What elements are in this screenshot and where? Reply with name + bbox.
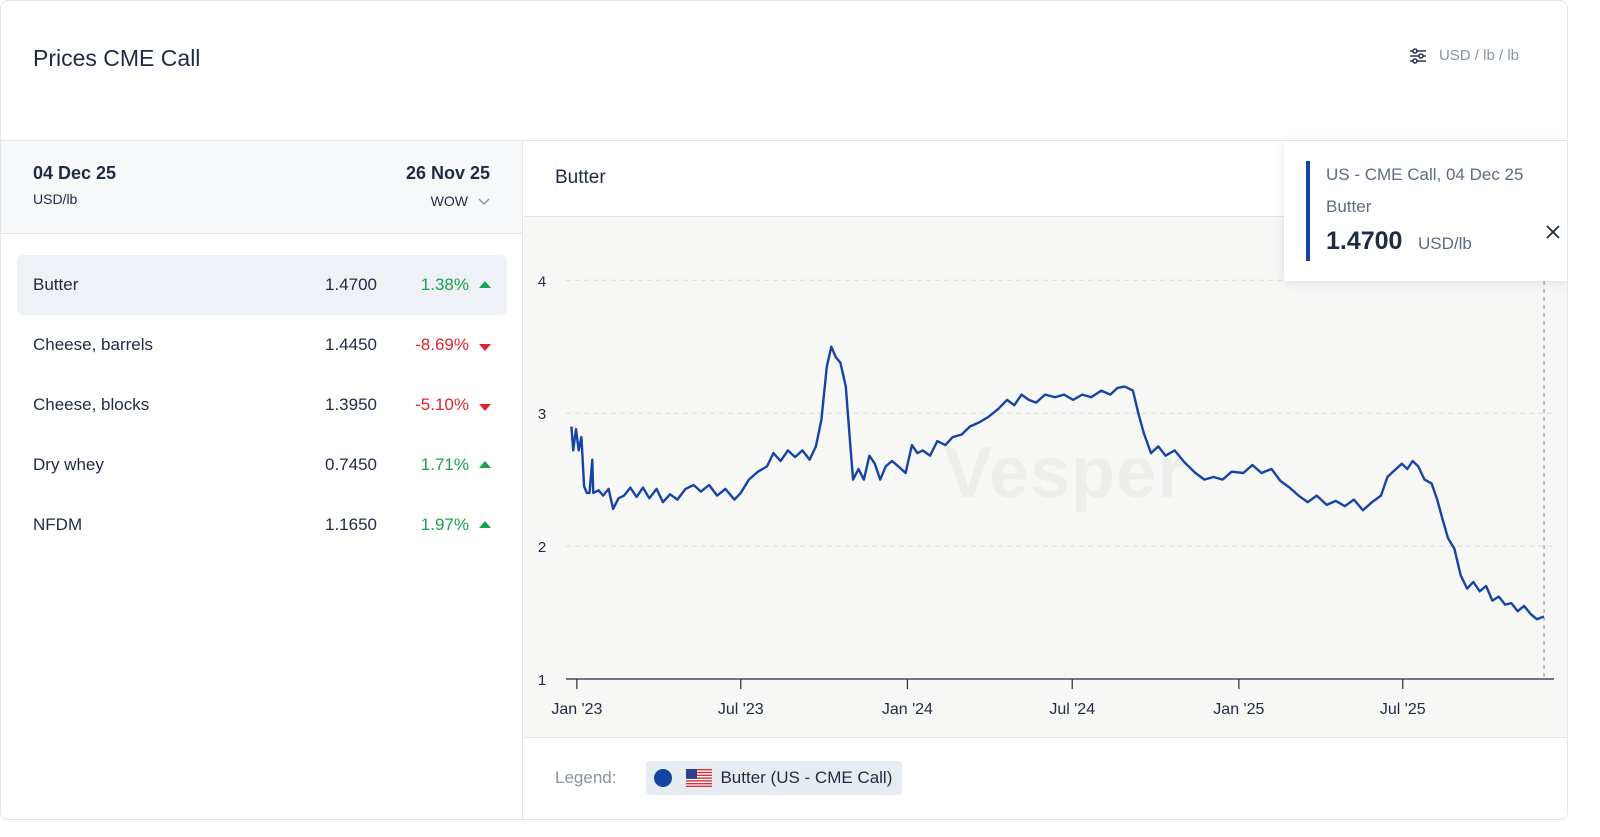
arrow-up-icon	[479, 281, 491, 288]
chevron-down-icon	[478, 193, 490, 209]
product-price: 1.1650	[325, 515, 377, 534]
chart-area[interactable]: Vesper 1 2 3 4 Jan '23 Jul '23 Jan '24 Jul '24 J…	[524, 216, 1568, 739]
y-tick-label: 4	[538, 273, 546, 290]
x-tick-label: Jan '25	[1213, 701, 1264, 718]
legend-item-label: Butter (US - CME Call)	[720, 768, 893, 787]
price-table-header: 04 Dec 25 USD/lb 26 Nov 25 WOW	[1, 141, 522, 234]
price-row-cheese-blocks[interactable]: Cheese, blocks 1.3950 -5.10%	[17, 375, 507, 435]
x-tick-label: Jan '24	[882, 701, 933, 718]
period-value: WOW	[430, 193, 468, 209]
product-price: 0.7450	[325, 455, 377, 474]
line-chart[interactable]: 1 2 3 4 Jan '23 Jul '23 Jan '24 Jul '24 Jan '25 J…	[524, 217, 1568, 739]
period-select[interactable]: WOW	[431, 193, 490, 209]
unit-settings-button[interactable]: USD / lb / lb	[1409, 47, 1519, 64]
product-price: 1.3950	[325, 395, 377, 414]
product-name: Butter	[33, 275, 79, 294]
tooltip-source: US - CME Call, 04 Dec 25	[1326, 165, 1524, 184]
chart-panel: Butter Vesper 1 2 3 4 Jan '23 Jul '23 Jan '24 J…	[524, 141, 1568, 819]
arrow-up-icon	[479, 521, 491, 528]
us-flag-icon	[686, 769, 713, 787]
price-row-cheese-barrels[interactable]: Cheese, barrels 1.4450 -8.69%	[17, 315, 507, 375]
product-price: 1.4700	[325, 275, 377, 294]
card-header: Prices CME Call USD / lb / lb	[1, 1, 1567, 141]
product-name: Dry whey	[33, 455, 104, 474]
tooltip-series: Butter	[1326, 197, 1372, 216]
product-change: 1.97%	[420, 515, 469, 534]
tooltip-unit: USD/lb	[1418, 234, 1472, 253]
arrow-up-icon	[479, 461, 491, 468]
price-row-butter[interactable]: Butter 1.4700 1.38%	[17, 255, 507, 315]
tooltip-series-bar	[1306, 161, 1310, 261]
price-row-nfdm[interactable]: NFDM 1.1650 1.97%	[17, 495, 507, 555]
x-tick-label: Jan '23	[551, 701, 602, 718]
y-tick-label: 2	[538, 539, 546, 556]
product-name: NFDM	[33, 515, 83, 534]
product-name: Cheese, barrels	[33, 335, 154, 354]
product-change: 1.71%	[420, 455, 469, 474]
current-date: 04 Dec 25	[33, 163, 117, 183]
table-unit: USD/lb	[33, 191, 78, 207]
sliders-icon	[1409, 47, 1427, 64]
prices-card: Prices CME Call USD / lb / lb	[0, 0, 1568, 820]
tooltip-value: 1.4700	[1326, 227, 1403, 255]
compare-date: 26 Nov 25	[405, 163, 490, 183]
y-tick-label: 1	[538, 672, 546, 689]
price-row-dry-whey[interactable]: Dry whey 0.7450 1.71%	[17, 435, 507, 495]
x-tick-label: Jul '24	[1049, 701, 1095, 718]
page-title: Prices CME Call	[33, 45, 201, 71]
arrow-down-icon	[479, 344, 491, 351]
product-name: Cheese, blocks	[33, 395, 150, 414]
product-price: 1.4450	[325, 335, 377, 354]
price-list: Butter 1.4700 1.38% Cheese, barrels 1.44…	[17, 255, 507, 555]
series-dot-icon	[654, 769, 673, 787]
legend-label: Legend:	[555, 768, 617, 787]
chart-tooltip: US - CME Call, 04 Dec 25 Butter 1.4700 U…	[1284, 141, 1567, 281]
product-change: -5.10%	[415, 395, 469, 414]
product-change: -8.69%	[415, 335, 469, 354]
x-tick-label: Jul '23	[718, 701, 764, 718]
series-line-butter	[570, 345, 1545, 621]
legend-item-butter[interactable]: Butter (US - CME Call)	[646, 761, 903, 795]
y-tick-label: 3	[538, 406, 546, 423]
unit-label: USD / lb / lb	[1438, 47, 1519, 64]
x-tick-label: Jul '25	[1380, 701, 1426, 718]
product-change: 1.38%	[420, 275, 469, 294]
arrow-down-icon	[479, 404, 491, 411]
chart-legend: Legend: Butter (US - CME Call)	[555, 761, 903, 795]
chart-title: Butter	[555, 167, 606, 188]
watermark-logo: Vesper	[944, 433, 1187, 513]
price-table-panel: 04 Dec 25 USD/lb 26 Nov 25 WOW Butter 1.…	[1, 141, 523, 819]
close-icon[interactable]	[1544, 223, 1562, 241]
